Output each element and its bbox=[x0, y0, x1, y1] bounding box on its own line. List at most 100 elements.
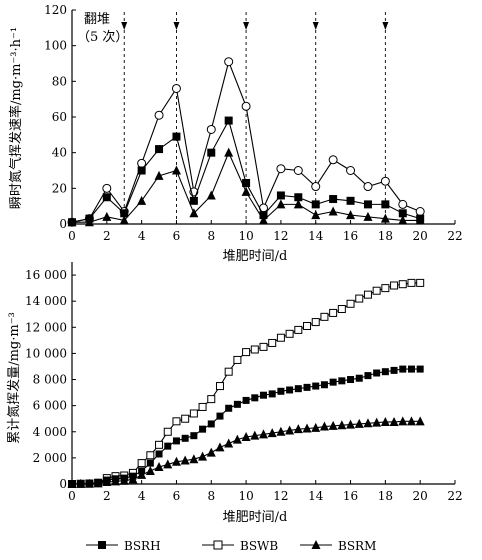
data-point-bswb bbox=[198, 402, 207, 411]
data-point-bsrm bbox=[250, 430, 260, 440]
chart0-y-tick-label: 120 bbox=[44, 3, 67, 17]
data-point-bsrm bbox=[93, 478, 103, 488]
turning-arrow bbox=[121, 22, 128, 30]
chart0-x-tick-label: 6 bbox=[173, 229, 181, 243]
data-point-bsrh bbox=[277, 387, 285, 395]
data-point-bsrm bbox=[232, 434, 242, 444]
data-point-bsrm bbox=[241, 431, 251, 441]
data-point-bsrh bbox=[155, 145, 164, 154]
data-point-bsrm bbox=[224, 438, 234, 448]
chart1-x-tick-label: 12 bbox=[273, 489, 288, 503]
data-point-bsrm bbox=[319, 421, 329, 431]
data-point-bswb bbox=[137, 158, 147, 168]
data-point-bswb bbox=[303, 321, 312, 330]
data-point-bswb bbox=[329, 308, 338, 317]
data-point-bsrm bbox=[84, 217, 94, 227]
data-point-bswb bbox=[154, 110, 164, 120]
data-point-bsrh bbox=[164, 442, 172, 450]
data-point-bsrm bbox=[67, 479, 77, 488]
data-point-bsrm bbox=[354, 418, 364, 428]
data-point-bsrm bbox=[189, 454, 199, 464]
chart0-x-tick-label: 16 bbox=[343, 229, 358, 243]
data-point-bsrm bbox=[171, 165, 181, 175]
data-point-bsrh bbox=[102, 193, 111, 202]
data-point-bsrm bbox=[363, 418, 373, 428]
data-point-bsrm bbox=[276, 199, 286, 209]
data-point-bsrm bbox=[293, 199, 303, 209]
data-point-bsrh bbox=[242, 178, 251, 187]
data-point-bswb bbox=[381, 284, 390, 293]
data-point-bsrm bbox=[145, 465, 155, 475]
data-point-bswb bbox=[215, 382, 224, 391]
data-point-bsrh bbox=[276, 191, 285, 200]
chart0-x-tick-label: 20 bbox=[413, 229, 428, 243]
data-point-bswb bbox=[207, 395, 216, 404]
chart0-y-tick-label: 100 bbox=[44, 39, 67, 53]
chart0-x-tick-label: 8 bbox=[207, 229, 215, 243]
data-point-bswb bbox=[355, 294, 364, 303]
data-point-bsrm bbox=[328, 206, 338, 216]
data-point-bsrm bbox=[215, 442, 225, 452]
chart0-x-tick-label: 10 bbox=[238, 229, 253, 243]
data-point-bsrh bbox=[155, 450, 163, 458]
chart0-x-tick-label: 22 bbox=[447, 229, 462, 243]
chart1-y-tick-label: 10 000 bbox=[25, 346, 67, 360]
chart0-x-tick-label: 18 bbox=[378, 229, 393, 243]
data-point-bswb bbox=[390, 281, 399, 290]
legend-label-bsrm: BSRM bbox=[338, 539, 376, 553]
data-point-bswb bbox=[311, 318, 320, 327]
data-point-bsrh bbox=[407, 365, 415, 373]
data-point-bsrh bbox=[390, 366, 398, 374]
data-point-bsrm bbox=[180, 455, 190, 465]
chart1-y-label: 累计氮挥发量/mg·m⁻³ bbox=[6, 312, 22, 444]
data-point-bsrh bbox=[312, 382, 320, 390]
data-point-bsrh bbox=[146, 459, 154, 467]
chart1-x-tick-label: 8 bbox=[207, 489, 215, 503]
data-point-bsrh bbox=[190, 432, 198, 440]
chart1-y-tick-label: 16 000 bbox=[25, 268, 67, 282]
data-point-bswb bbox=[189, 409, 198, 418]
data-point-bsrm bbox=[415, 416, 425, 426]
data-point-bsrm bbox=[137, 195, 147, 205]
data-point-bsrh bbox=[259, 211, 268, 220]
data-point-bswb bbox=[398, 280, 407, 289]
chart1-y-tick-label: 14 000 bbox=[25, 294, 67, 308]
data-point-bsrh bbox=[286, 386, 294, 394]
turning-arrow bbox=[243, 22, 250, 30]
data-point-bsrh bbox=[207, 420, 215, 428]
data-point-bsrh bbox=[347, 376, 355, 384]
data-point-bswb bbox=[268, 338, 277, 347]
chart0-y-label: 瞬时氮气挥发速率/mg·m⁻³·h⁻¹ bbox=[8, 27, 24, 209]
data-point-bsrm bbox=[137, 469, 147, 479]
data-point-bsrm bbox=[76, 478, 86, 488]
data-point-bsrh bbox=[172, 132, 181, 141]
data-point-bsrh bbox=[320, 381, 328, 389]
legend-marker-bsrh bbox=[98, 541, 106, 549]
chart0-annotation-line2: （5 次） bbox=[77, 29, 128, 45]
chart1-x-tick-label: 18 bbox=[378, 489, 393, 503]
data-point-bsrm bbox=[285, 425, 295, 435]
data-point-bsrh bbox=[224, 116, 233, 125]
data-point-bsrm bbox=[206, 447, 216, 457]
data-point-bsrm bbox=[206, 190, 216, 200]
data-point-bsrm bbox=[154, 462, 164, 472]
series-bsrm bbox=[67, 416, 425, 488]
data-point-bsrh bbox=[311, 200, 320, 209]
data-point-bsrm bbox=[171, 456, 181, 466]
data-point-bsrh bbox=[251, 394, 259, 402]
data-point-bsrm bbox=[154, 170, 164, 180]
data-point-bswb bbox=[407, 278, 416, 287]
chart0-y-tick-label: 80 bbox=[52, 74, 67, 88]
chart1-x-tick-label: 4 bbox=[138, 489, 146, 503]
data-point-bswb bbox=[363, 290, 372, 299]
chart1-y-tick-label: 4 000 bbox=[33, 425, 67, 439]
data-point-bswb bbox=[337, 305, 346, 314]
data-point-bsrh bbox=[416, 365, 424, 373]
chart1-y-tick-label: 2 000 bbox=[33, 451, 67, 465]
data-point-bsrh bbox=[199, 425, 207, 433]
turning-arrow bbox=[312, 22, 319, 30]
chart1-x-tick-label: 6 bbox=[173, 489, 181, 503]
chart1-y-tick-label: 12 000 bbox=[25, 320, 67, 334]
data-point-bsrm bbox=[259, 429, 268, 439]
